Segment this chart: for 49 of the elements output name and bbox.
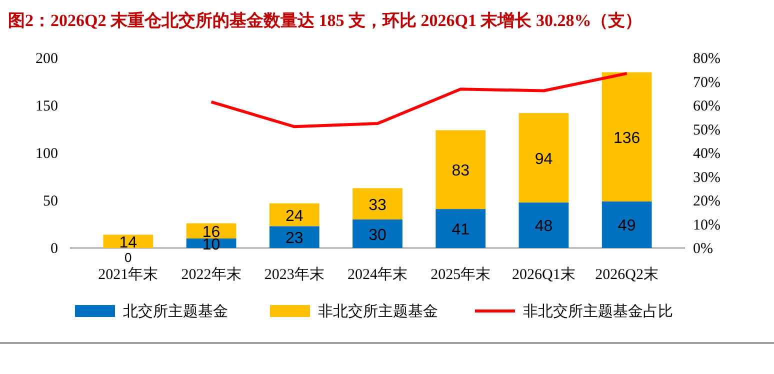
bar	[436, 130, 486, 210]
bar	[352, 220, 402, 248]
legend-label: 非北交所主题基金占比	[523, 303, 673, 320]
y-tick-label: 50	[43, 194, 58, 210]
line-series	[210, 72, 628, 128]
y2-tick-label: 80%	[693, 51, 720, 67]
data-label: 41	[452, 222, 470, 239]
bar	[602, 72, 652, 202]
y2-tick-label: 0%	[693, 241, 713, 257]
legend-label: 非北交所主题基金	[318, 303, 438, 320]
x-tick-label: 2021年末	[98, 266, 158, 283]
bar	[352, 188, 402, 220]
data-label: 0	[124, 250, 132, 265]
data-label: 24	[285, 208, 304, 225]
chart-title: 图2：2026Q2 末重仓北交所的基金数量达 185 支，环比 2026Q1 末增长 30.28%（支）	[8, 11, 642, 30]
y-tick-label: 200	[36, 51, 58, 67]
data-label: 83	[452, 162, 470, 180]
y2-tick-label: 30%	[693, 170, 720, 186]
x-tick-label: 2025年末	[430, 266, 491, 283]
data-label: 30	[368, 226, 386, 244]
y-tick-label: 100	[36, 146, 58, 162]
legend-label: 北交所主题基金	[123, 303, 228, 320]
bar	[103, 234, 154, 248]
y-tick-label: 150	[36, 98, 58, 114]
bar	[518, 202, 569, 248]
bar	[269, 203, 320, 226]
bar	[602, 201, 652, 248]
data-label: 136	[613, 130, 640, 147]
x-tick-label: 2026Q1末	[512, 266, 576, 283]
y2-tick-label: 50%	[693, 122, 720, 138]
bar	[518, 113, 569, 202]
data-label: 94	[534, 150, 553, 168]
x-tick-label: 2026Q2末	[595, 266, 658, 283]
y2-tick-label: 60%	[693, 98, 720, 114]
y2-tick-label: 20%	[693, 194, 720, 210]
x-tick-label: 2023年末	[264, 266, 324, 283]
x-tick-label: 2024年末	[348, 266, 408, 283]
data-label: 14	[119, 234, 138, 252]
y2-tick-label: 40%	[693, 146, 720, 162]
y2-tick-label: 70%	[693, 74, 720, 91]
x-tick-label: 2022年末	[181, 266, 242, 283]
data-label: 33	[368, 196, 386, 214]
bar	[436, 209, 486, 248]
data-label: 49	[618, 218, 636, 235]
data-label: 48	[534, 218, 553, 236]
bar	[269, 226, 320, 248]
y2-tick-label: 10%	[693, 217, 720, 234]
y-tick-label: 0	[50, 241, 58, 257]
data-label: 23	[285, 230, 304, 248]
